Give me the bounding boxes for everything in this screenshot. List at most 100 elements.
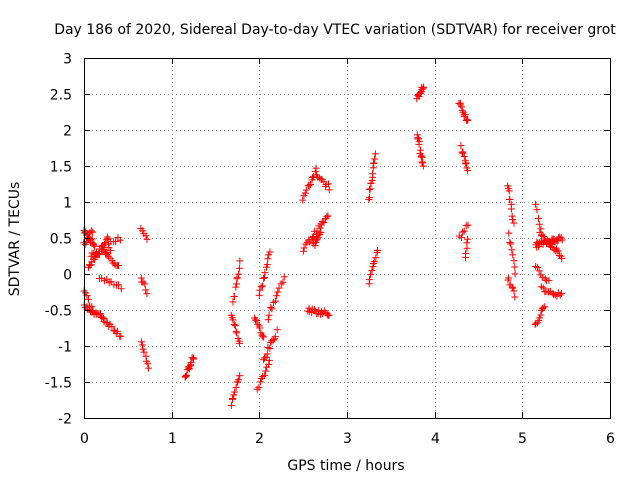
data-point [539, 304, 547, 312]
data-point [505, 274, 513, 282]
data-point [144, 360, 152, 368]
data-points [80, 83, 566, 409]
data-point [301, 189, 309, 197]
data-point [271, 333, 279, 341]
data-point [414, 134, 422, 142]
data-point [508, 246, 516, 254]
data-point [558, 236, 566, 244]
data-point [558, 254, 566, 262]
data-point [229, 316, 237, 324]
data-point [535, 220, 543, 228]
data-point [98, 313, 106, 321]
data-point [279, 278, 287, 286]
data-point [302, 186, 310, 194]
data-point [462, 222, 470, 230]
data-point [314, 233, 322, 241]
data-point [137, 338, 145, 346]
x-tick-label: 0 [80, 431, 89, 447]
data-point [190, 355, 198, 363]
data-point [367, 271, 375, 279]
data-point [305, 304, 313, 312]
data-point [117, 285, 125, 293]
data-point [323, 213, 331, 221]
y-tick-label: 0 [63, 268, 72, 284]
data-point [511, 293, 519, 301]
data-point [325, 180, 333, 188]
data-point [553, 292, 561, 300]
data-point [419, 162, 427, 170]
data-point [112, 238, 120, 246]
data-point [139, 227, 147, 235]
data-point [300, 244, 308, 252]
data-point [367, 180, 375, 188]
data-point [539, 284, 547, 292]
data-point [107, 278, 115, 286]
data-point [510, 287, 518, 295]
data-point [370, 258, 378, 266]
data-point [262, 367, 270, 375]
data-point [509, 251, 517, 259]
data-point [417, 89, 425, 97]
data-point [260, 274, 268, 282]
x-tick-label: 1 [168, 431, 177, 447]
data-point [462, 250, 470, 258]
data-point [107, 247, 115, 255]
data-point [85, 295, 93, 303]
data-point [85, 234, 93, 242]
data-point [419, 159, 427, 167]
data-point [87, 261, 95, 269]
data-point [273, 326, 281, 334]
data-point [266, 345, 274, 353]
data-point [255, 383, 263, 391]
data-point [271, 297, 279, 305]
data-point [312, 164, 320, 172]
data-point [370, 159, 378, 167]
data-point [460, 152, 468, 160]
data-point [505, 187, 513, 195]
data-point [261, 269, 269, 277]
data-point [538, 231, 546, 239]
data-point [325, 311, 333, 319]
data-point [460, 112, 468, 120]
y-tick-label: 3 [63, 52, 72, 68]
data-point [233, 329, 241, 337]
data-point [266, 248, 274, 256]
data-point [230, 321, 238, 329]
data-point [139, 345, 147, 353]
data-point [462, 159, 470, 167]
data-point [261, 371, 269, 379]
data-point [143, 290, 151, 298]
data-point [510, 257, 518, 265]
data-point [235, 270, 243, 278]
y-tick-label: -1 [58, 340, 72, 356]
data-point [116, 236, 124, 244]
data-point [256, 324, 264, 332]
data-point [260, 333, 268, 341]
data-point [320, 219, 328, 227]
data-point [257, 374, 265, 382]
x-tick-label: 5 [518, 431, 527, 447]
data-point [534, 264, 542, 272]
data-point [459, 149, 467, 157]
data-point [299, 247, 307, 255]
data-point [415, 93, 423, 101]
data-point [373, 247, 381, 255]
y-tick-label: 2 [63, 124, 72, 140]
data-point [236, 257, 244, 265]
data-point [366, 186, 374, 194]
data-point [365, 194, 373, 202]
data-point [256, 286, 264, 294]
data-point [461, 111, 469, 119]
data-point [265, 311, 273, 319]
data-point [366, 185, 374, 193]
data-point [235, 264, 243, 272]
data-point [554, 247, 562, 255]
chart-title: Day 186 of 2020, Sidereal Day-to-day VTE… [54, 22, 616, 38]
data-point [275, 284, 283, 292]
data-point [231, 388, 239, 396]
data-point [113, 327, 121, 335]
data-point [463, 239, 471, 247]
data-point [233, 273, 241, 281]
data-point [257, 283, 265, 291]
